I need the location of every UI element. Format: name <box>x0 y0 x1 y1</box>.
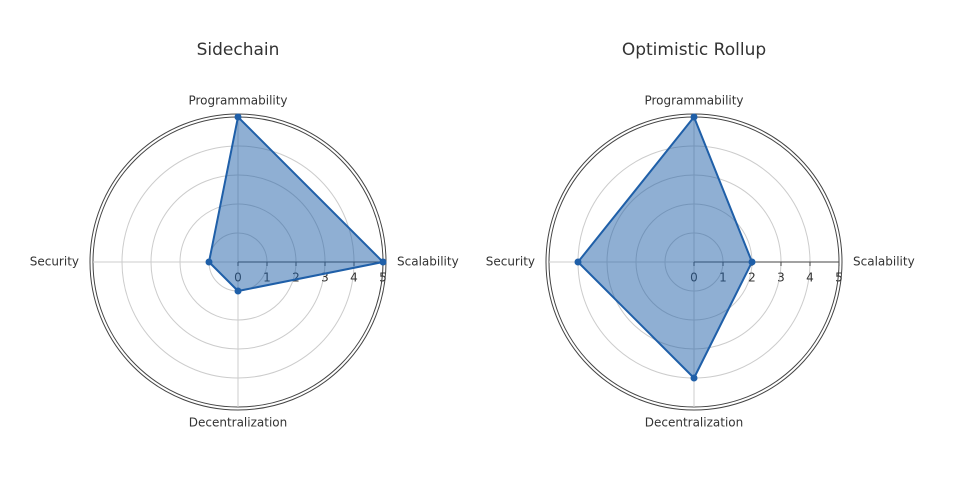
radar-point <box>234 287 242 295</box>
radial-tick-label: 4 <box>350 271 358 285</box>
radar-point <box>748 258 756 266</box>
category-label: Decentralization <box>645 416 744 430</box>
radar-area <box>576 115 754 380</box>
category-label: Security <box>486 255 535 269</box>
chart-title: Optimistic Rollup <box>622 40 766 60</box>
radial-tick-label: 2 <box>748 271 756 285</box>
category-label: Scalability <box>853 255 915 269</box>
radial-tick-label: 3 <box>777 271 785 285</box>
radial-tick-label: 5 <box>379 271 387 285</box>
radar-area <box>207 114 386 293</box>
chart-title: Sidechain <box>197 40 280 60</box>
radial-tick-label: 4 <box>806 271 814 285</box>
radar-point <box>574 258 582 266</box>
radar-point <box>234 113 242 121</box>
radar-point <box>690 113 698 121</box>
category-label: Scalability <box>397 255 459 269</box>
radial-tick-label: 3 <box>321 271 329 285</box>
category-label: Programmability <box>188 94 287 108</box>
radar-point <box>690 374 698 382</box>
category-label: Security <box>30 255 79 269</box>
radar-point <box>379 258 387 266</box>
radar-point <box>205 258 213 266</box>
radial-tick-label: 5 <box>835 271 843 285</box>
category-label: Programmability <box>644 94 743 108</box>
category-label: Decentralization <box>189 416 288 430</box>
